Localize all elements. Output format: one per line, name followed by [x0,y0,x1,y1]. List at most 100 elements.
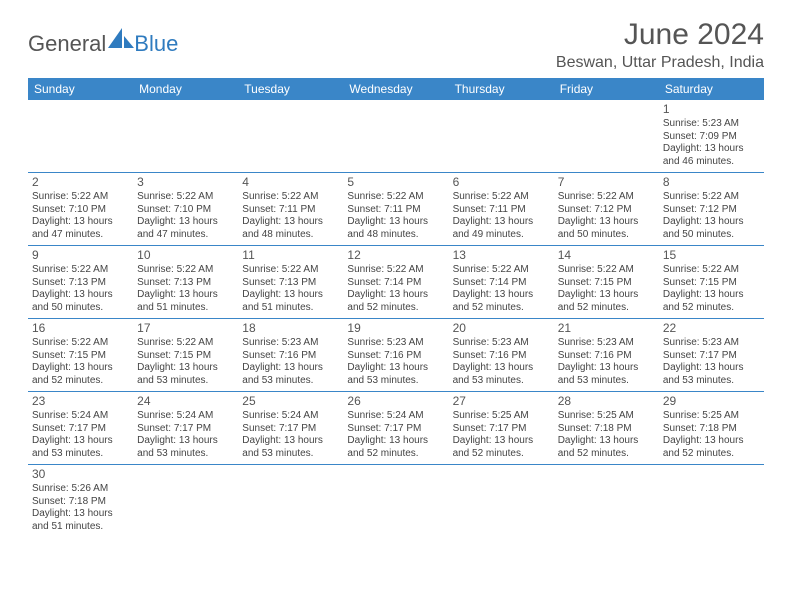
calendar-empty-cell [28,100,133,173]
calendar-day-cell: 29Sunrise: 5:25 AMSunset: 7:18 PMDayligh… [659,392,764,465]
weekday-header: Tuesday [238,78,343,100]
page-subtitle: Beswan, Uttar Pradesh, India [556,54,764,72]
sunset-line: Sunset: 7:17 PM [32,423,129,436]
day-number: 2 [32,175,129,190]
calendar-day-cell: 14Sunrise: 5:22 AMSunset: 7:15 PMDayligh… [554,246,659,319]
sunset-line: Sunset: 7:14 PM [453,277,550,290]
sunset-line: Sunset: 7:11 PM [242,204,339,217]
sunrise-line: Sunrise: 5:23 AM [453,337,550,350]
daylight-line: Daylight: 13 hours and 52 minutes. [663,435,760,460]
calendar-week-row: 2Sunrise: 5:22 AMSunset: 7:10 PMDaylight… [28,173,764,246]
weekday-header-row: SundayMondayTuesdayWednesdayThursdayFrid… [28,78,764,100]
day-number: 1 [663,102,760,117]
daylight-line: Daylight: 13 hours and 53 minutes. [32,435,129,460]
calendar-day-cell: 6Sunrise: 5:22 AMSunset: 7:11 PMDaylight… [449,173,554,246]
sunset-line: Sunset: 7:10 PM [137,204,234,217]
day-number: 16 [32,321,129,336]
sunrise-line: Sunrise: 5:22 AM [137,337,234,350]
sunset-line: Sunset: 7:16 PM [558,350,655,363]
calendar-empty-cell [449,465,554,538]
sunset-line: Sunset: 7:17 PM [242,423,339,436]
calendar-empty-cell [343,100,448,173]
sunset-line: Sunset: 7:15 PM [32,350,129,363]
brand-text-blue: Blue [110,31,178,57]
title-block: June 2024 Beswan, Uttar Pradesh, India [556,18,764,72]
calendar-day-cell: 1Sunrise: 5:23 AMSunset: 7:09 PMDaylight… [659,100,764,173]
day-number: 10 [137,248,234,263]
sunrise-line: Sunrise: 5:23 AM [558,337,655,350]
calendar-day-cell: 20Sunrise: 5:23 AMSunset: 7:16 PMDayligh… [449,319,554,392]
sunset-line: Sunset: 7:14 PM [347,277,444,290]
calendar-day-cell: 17Sunrise: 5:22 AMSunset: 7:15 PMDayligh… [133,319,238,392]
daylight-line: Daylight: 13 hours and 51 minutes. [242,289,339,314]
sunrise-line: Sunrise: 5:22 AM [558,191,655,204]
calendar-day-cell: 11Sunrise: 5:22 AMSunset: 7:13 PMDayligh… [238,246,343,319]
sunset-line: Sunset: 7:17 PM [137,423,234,436]
weekday-header: Friday [554,78,659,100]
sunset-line: Sunset: 7:18 PM [663,423,760,436]
sunset-line: Sunset: 7:13 PM [137,277,234,290]
calendar-empty-cell [238,100,343,173]
day-number: 25 [242,394,339,409]
day-number: 30 [32,467,129,482]
page-title: June 2024 [556,18,764,52]
daylight-line: Daylight: 13 hours and 47 minutes. [32,216,129,241]
calendar-day-cell: 3Sunrise: 5:22 AMSunset: 7:10 PMDaylight… [133,173,238,246]
day-number: 4 [242,175,339,190]
sunrise-line: Sunrise: 5:22 AM [137,264,234,277]
calendar-day-cell: 5Sunrise: 5:22 AMSunset: 7:11 PMDaylight… [343,173,448,246]
daylight-line: Daylight: 13 hours and 52 minutes. [32,362,129,387]
day-number: 23 [32,394,129,409]
calendar-day-cell: 9Sunrise: 5:22 AMSunset: 7:13 PMDaylight… [28,246,133,319]
sunrise-line: Sunrise: 5:23 AM [663,118,760,131]
daylight-line: Daylight: 13 hours and 52 minutes. [453,289,550,314]
sunrise-line: Sunrise: 5:23 AM [242,337,339,350]
day-number: 3 [137,175,234,190]
sunrise-line: Sunrise: 5:22 AM [32,264,129,277]
calendar-empty-cell [554,100,659,173]
sunrise-line: Sunrise: 5:22 AM [663,191,760,204]
calendar-table: SundayMondayTuesdayWednesdayThursdayFrid… [28,78,764,537]
brand-logo: General Blue [28,26,178,62]
daylight-line: Daylight: 13 hours and 49 minutes. [453,216,550,241]
sunset-line: Sunset: 7:15 PM [558,277,655,290]
daylight-line: Daylight: 13 hours and 47 minutes. [137,216,234,241]
sunrise-line: Sunrise: 5:24 AM [32,410,129,423]
calendar-day-cell: 13Sunrise: 5:22 AMSunset: 7:14 PMDayligh… [449,246,554,319]
day-number: 18 [242,321,339,336]
day-number: 11 [242,248,339,263]
sunset-line: Sunset: 7:17 PM [453,423,550,436]
day-number: 14 [558,248,655,263]
calendar-empty-cell [238,465,343,538]
daylight-line: Daylight: 13 hours and 51 minutes. [137,289,234,314]
sunset-line: Sunset: 7:18 PM [32,496,129,509]
sunrise-line: Sunrise: 5:23 AM [347,337,444,350]
sunrise-line: Sunrise: 5:22 AM [347,191,444,204]
calendar-week-row: 1Sunrise: 5:23 AMSunset: 7:09 PMDaylight… [28,100,764,173]
sunset-line: Sunset: 7:15 PM [663,277,760,290]
sunset-line: Sunset: 7:11 PM [453,204,550,217]
daylight-line: Daylight: 13 hours and 53 minutes. [663,362,760,387]
sunrise-line: Sunrise: 5:25 AM [453,410,550,423]
sunset-line: Sunset: 7:17 PM [663,350,760,363]
daylight-line: Daylight: 13 hours and 52 minutes. [453,435,550,460]
daylight-line: Daylight: 13 hours and 53 minutes. [137,435,234,460]
calendar-day-cell: 8Sunrise: 5:22 AMSunset: 7:12 PMDaylight… [659,173,764,246]
daylight-line: Daylight: 13 hours and 51 minutes. [32,508,129,533]
day-number: 17 [137,321,234,336]
daylight-line: Daylight: 13 hours and 52 minutes. [558,289,655,314]
sunrise-line: Sunrise: 5:22 AM [137,191,234,204]
day-number: 15 [663,248,760,263]
calendar-day-cell: 24Sunrise: 5:24 AMSunset: 7:17 PMDayligh… [133,392,238,465]
sunrise-line: Sunrise: 5:24 AM [137,410,234,423]
daylight-line: Daylight: 13 hours and 53 minutes. [137,362,234,387]
calendar-week-row: 9Sunrise: 5:22 AMSunset: 7:13 PMDaylight… [28,246,764,319]
sunset-line: Sunset: 7:13 PM [32,277,129,290]
header: General Blue June 2024 Beswan, Uttar Pra… [28,18,764,72]
daylight-line: Daylight: 13 hours and 52 minutes. [558,435,655,460]
day-number: 5 [347,175,444,190]
calendar-day-cell: 22Sunrise: 5:23 AMSunset: 7:17 PMDayligh… [659,319,764,392]
brand-text-general: General [28,31,106,57]
daylight-line: Daylight: 13 hours and 50 minutes. [663,216,760,241]
sunrise-line: Sunrise: 5:26 AM [32,483,129,496]
